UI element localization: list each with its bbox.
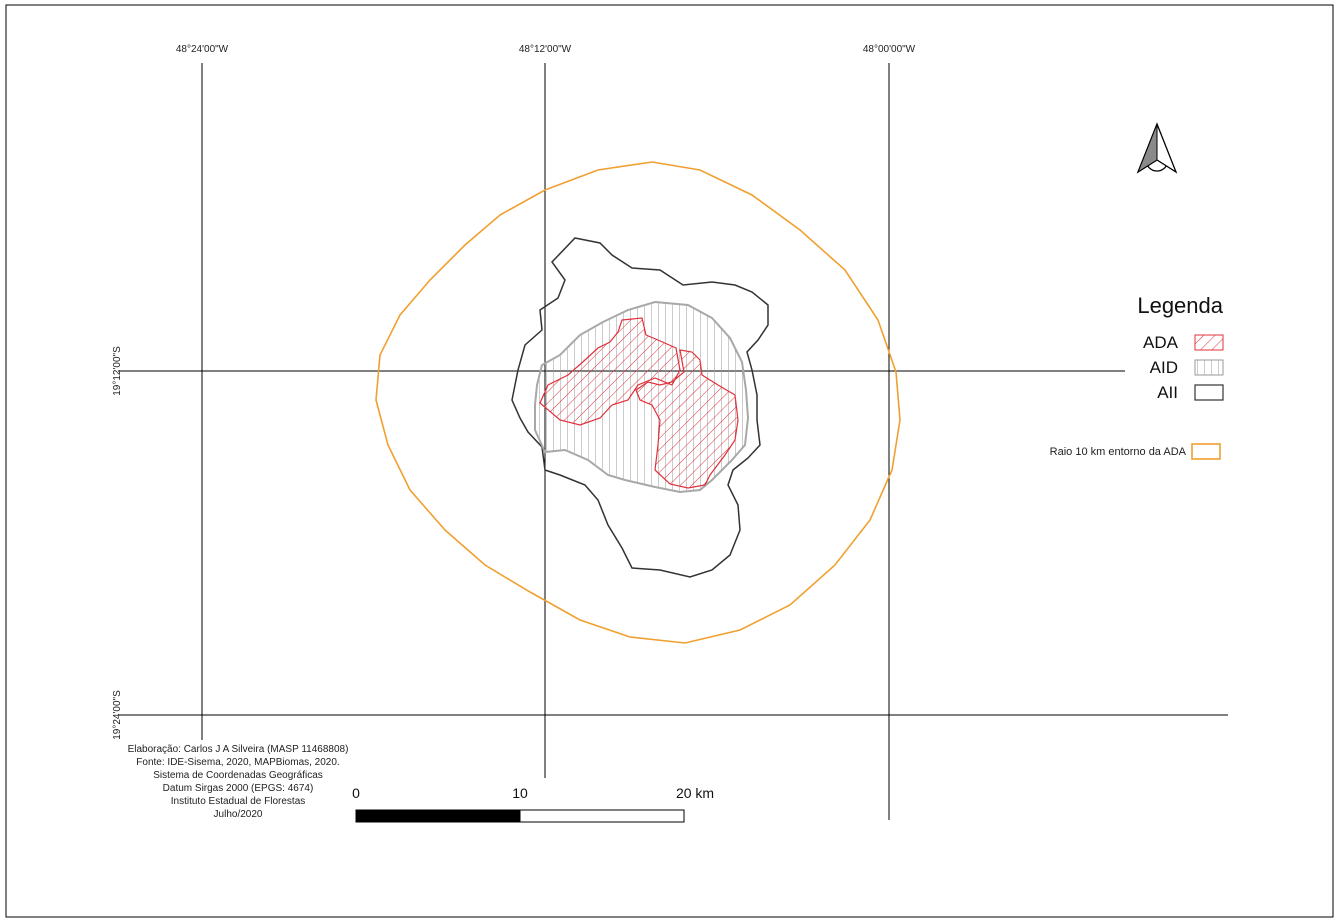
credit-line: Julho/2020	[214, 809, 263, 820]
scale-label-0: 0	[352, 785, 360, 801]
page-border	[5, 4, 1334, 918]
ada-area	[539, 317, 739, 489]
legend-swatch-aii	[1194, 384, 1224, 401]
credit-line: Elaboração: Carlos J A Silveira (MASP 11…	[128, 744, 349, 755]
legend-label-aid: AID	[1150, 358, 1178, 377]
credit-line: Datum Sirgas 2000 (EPGS: 4674)	[163, 783, 314, 794]
longitude-label: 48°00'00"W	[863, 44, 916, 55]
aii-area	[511, 237, 769, 578]
ada-polygon-west	[539, 317, 681, 426]
credit-line: Sistema de Coordenadas Geográficas	[153, 770, 323, 781]
legend-label-ada: ADA	[1143, 333, 1179, 352]
legend-swatch-ada	[1194, 334, 1224, 351]
credits-block: Elaboração: Carlos J A Silveira (MASP 11…	[128, 744, 349, 820]
ada-polygon-east	[635, 349, 739, 489]
legend: Legenda ADA AID AII Raio 10 km entorno d…	[1050, 293, 1224, 460]
credit-line: Instituto Estadual de Florestas	[171, 796, 306, 807]
latitude-label: 19°12'00"S	[112, 346, 123, 396]
legend-swatch-aid	[1194, 359, 1224, 376]
credit-line: Fonte: IDE-Sisema, 2020, MAPBiomas, 2020…	[136, 757, 339, 768]
scale-label-20: 20 km	[676, 785, 714, 801]
buffer-10km-outline	[375, 161, 901, 644]
longitude-label: 48°24'00"W	[176, 44, 229, 55]
scale-segment-white	[519, 809, 685, 823]
legend-swatch-buffer	[1191, 443, 1221, 460]
scale-bar: 0 10 20 km	[352, 785, 714, 823]
scale-segment-black	[355, 809, 521, 823]
latitude-label: 19°24'00"S	[112, 690, 123, 740]
longitude-label: 48°12'00"W	[519, 44, 572, 55]
legend-title: Legenda	[1137, 293, 1223, 318]
graticule	[118, 63, 1228, 820]
scale-label-10: 10	[512, 785, 528, 801]
north-arrow-icon	[1136, 122, 1178, 174]
legend-label-buffer: Raio 10 km entorno da ADA	[1050, 446, 1187, 458]
legend-label-aii: AII	[1157, 383, 1178, 402]
